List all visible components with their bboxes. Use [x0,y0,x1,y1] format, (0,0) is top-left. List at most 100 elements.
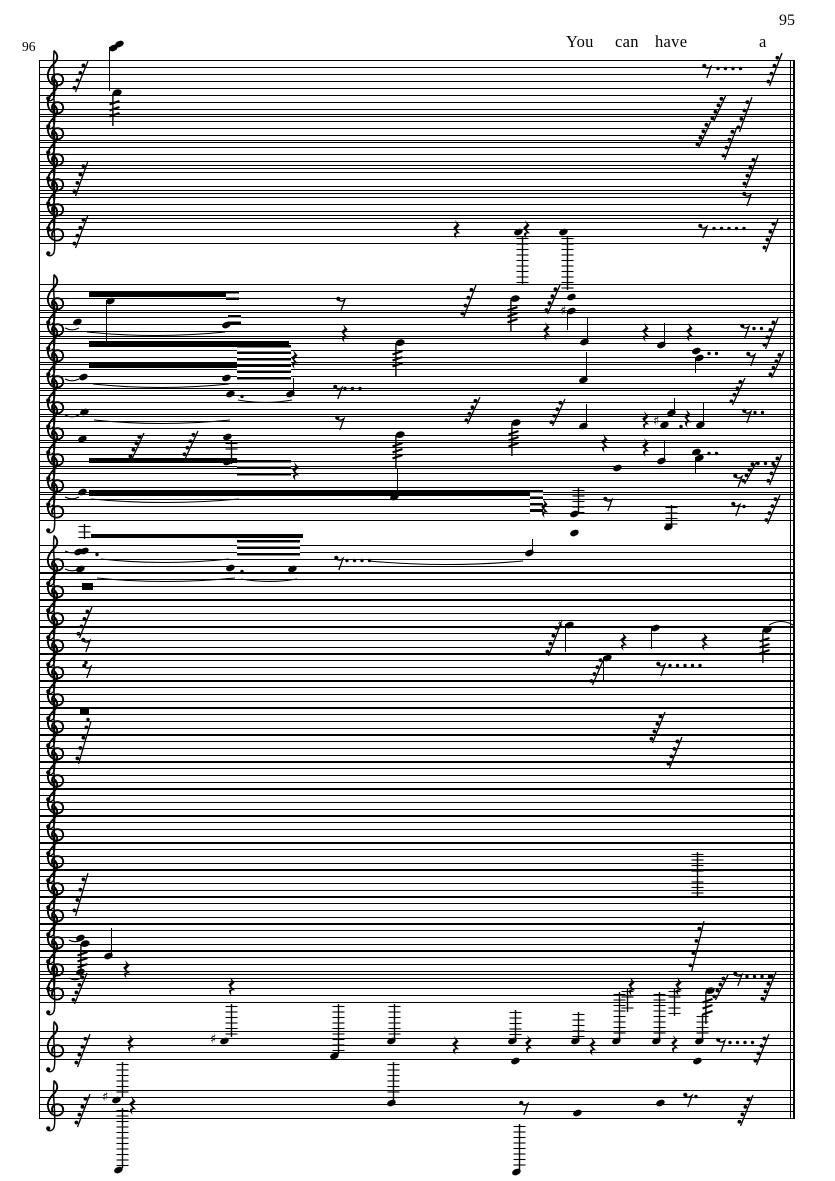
final-barline-thick [792,60,796,1118]
grace-note-run [71,972,88,1005]
note-stem [694,356,696,373]
staff [39,761,795,790]
staff [39,707,795,736]
tremolo-note [702,987,715,1024]
note-stem [586,404,588,425]
treble-clef-icon [45,205,65,257]
quarter-rest [684,409,692,428]
grace-note-run [72,160,89,197]
grace-note-run [762,218,779,253]
ledger-line-stem [572,1012,584,1038]
tie-slur [64,496,80,500]
grace-note-run [721,126,738,161]
ledger-line-stem [621,989,633,1012]
beam-block [237,540,300,556]
grace-note-run [753,1033,770,1066]
quarter-rest [701,632,709,651]
staff [39,440,795,469]
grace-note-run [549,398,566,427]
staff [39,114,795,143]
eighth-rest [716,1037,727,1053]
note-stem [664,323,666,344]
note-stem [111,928,113,955]
staff [39,60,795,89]
quarter-rest [671,1035,679,1054]
ledger-line-stem [513,1124,525,1170]
note-stem [703,403,705,424]
eighth-rest [698,223,709,239]
eighth-rest [335,415,346,431]
quarter-rest [228,977,236,996]
tie-slur [68,977,82,981]
quarter-rest [642,438,650,457]
tie-slur [100,558,230,564]
note-stem [664,441,666,460]
note-stem [566,309,568,330]
notehead [113,39,125,49]
sharp-accidental: ♯ [210,1032,217,1047]
eighth-rest [742,191,753,207]
quarter-rest [123,960,131,979]
beam-block [530,490,543,515]
ledger-line-stem [78,524,90,539]
tremolo-note [392,431,405,468]
grace-note-run [76,606,93,639]
grace-note-run [688,920,705,973]
quarter-rest [291,350,299,369]
sharp-accidental: ♯ [653,414,660,429]
duration-bar [89,292,237,297]
cluster-block [82,583,93,590]
ledger-line-stem [516,236,528,284]
grace-note-run [737,1094,754,1127]
eighth-rest [334,555,345,571]
staff [39,896,795,925]
tie-slur [237,399,293,403]
ledger-line-stem [572,488,584,514]
duration-dots [84,660,88,665]
staff [39,572,795,601]
duration-dots [668,663,702,668]
duration-dots [240,394,244,399]
eighth-rest [733,473,744,489]
duration-bar [89,458,237,463]
grace-note-run [128,432,145,461]
duration-dots [707,351,719,356]
note-stem [108,46,110,91]
tremolo-note [392,339,405,376]
note-stem [602,656,604,681]
quarter-rest [525,1035,533,1054]
beam-block [228,315,241,324]
tie-slur [64,414,80,418]
staff [39,734,795,763]
duration-dots [95,552,99,557]
staff [39,414,795,443]
quarter-rest [601,434,609,453]
staff [39,190,795,219]
note-stem [532,539,534,552]
duration-dots [756,461,775,466]
grace-note-run [75,720,92,765]
tie-slur [86,331,226,337]
tie-slur [64,378,80,382]
note-stem [586,352,588,379]
staff [39,788,795,817]
staff [39,336,795,365]
ledger-line-stem [388,1004,400,1038]
note-stem [650,626,652,649]
grace-note-run [544,284,561,315]
tie-slur [92,383,230,389]
eighth-rest [702,63,713,79]
staff [39,545,795,574]
beam-block [237,460,291,477]
ledger-line-stem [561,236,573,290]
eighth-rest [731,501,742,517]
duration-dots [240,569,244,574]
quarter-rest [127,1034,135,1053]
tremolo-note [507,295,520,332]
eighth-rest [656,661,667,677]
grace-note-run [710,94,727,123]
grace-note-run [649,711,666,744]
treble-clef-icon [45,1080,65,1132]
quarter-rest [543,322,551,341]
